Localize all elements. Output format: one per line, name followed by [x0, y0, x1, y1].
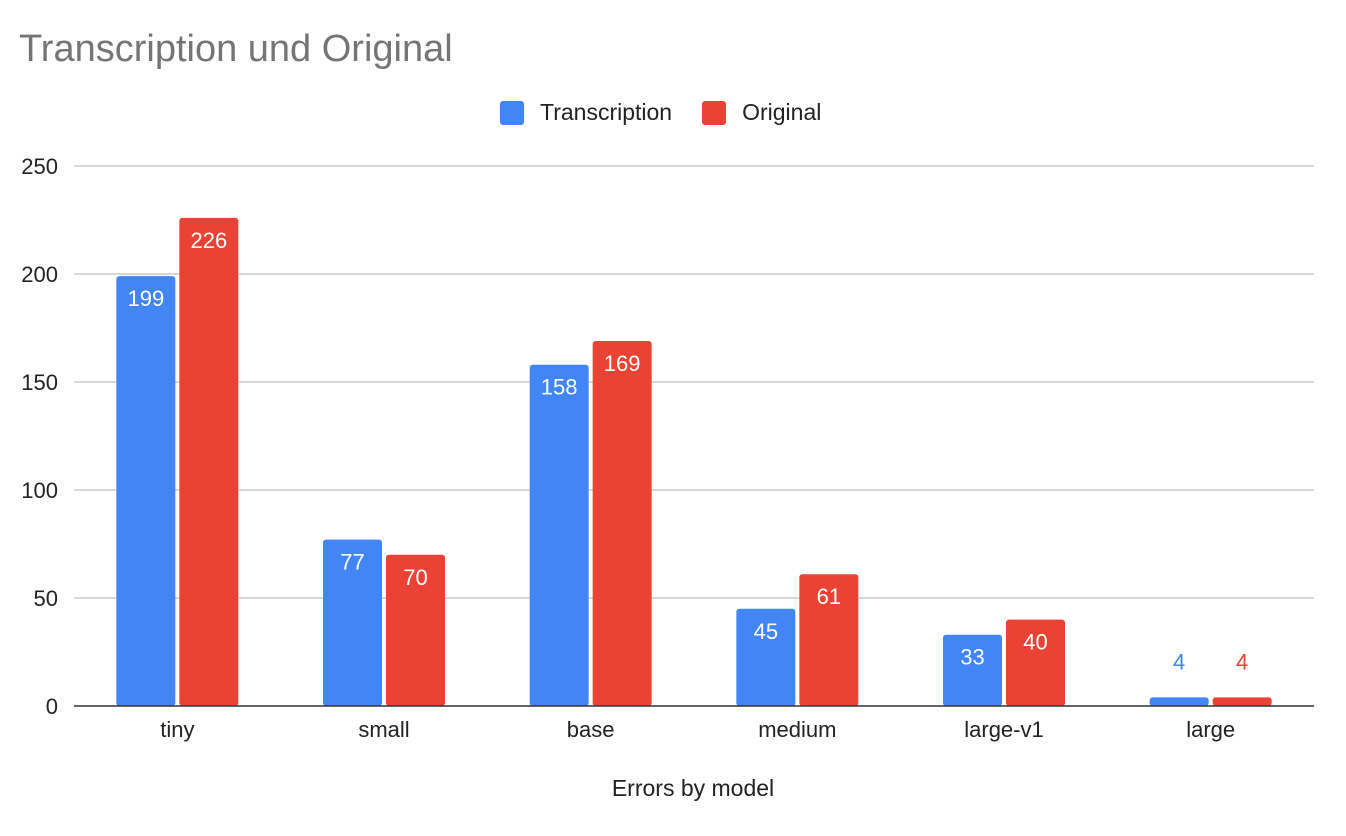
x-tick-label: large-v1 [964, 717, 1043, 742]
x-tick-label: medium [758, 717, 836, 742]
data-label: 33 [960, 645, 984, 670]
bar [799, 574, 859, 706]
data-label: 77 [340, 550, 364, 575]
bar [179, 217, 239, 706]
y-tick-label: 50 [34, 586, 58, 611]
legend-item-transcription: Transcription [500, 99, 672, 126]
bar [1006, 619, 1065, 706]
data-label: 226 [190, 228, 227, 253]
bar [592, 340, 652, 706]
data-label: 4 [1173, 649, 1185, 674]
y-tick-label: 100 [21, 478, 58, 503]
x-axis-title: Errors by model [611, 775, 775, 801]
legend-label-original: Original [742, 99, 822, 125]
data-label: 45 [754, 619, 778, 644]
y-tick-label: 250 [21, 154, 58, 179]
x-tick-label: base [567, 717, 615, 742]
x-tick-label: tiny [160, 717, 194, 742]
legend-label-transcription: Transcription [540, 99, 673, 125]
bar [736, 608, 796, 706]
data-label: 158 [541, 375, 578, 400]
legend-swatch-transcription [500, 100, 524, 125]
data-label: 199 [127, 286, 164, 311]
data-label: 4 [1236, 649, 1248, 674]
y-tick-label: 150 [21, 370, 58, 395]
bar [1212, 697, 1272, 706]
x-tick-label: large [1186, 717, 1235, 742]
x-tick-label: small [358, 717, 409, 742]
bar [1149, 697, 1209, 706]
y-tick-label: 200 [21, 262, 58, 287]
chart-title: Transcription und Original [19, 28, 453, 70]
bar [116, 276, 176, 706]
legend-swatch-original [702, 100, 727, 125]
data-label: 40 [1023, 630, 1047, 655]
data-label: 61 [817, 584, 841, 609]
y-tick-label: 0 [46, 694, 58, 719]
legend-item-original: Original [702, 99, 821, 126]
bar [943, 634, 1002, 706]
data-label: 169 [604, 351, 641, 376]
data-label: 70 [403, 565, 427, 590]
bar [323, 539, 382, 706]
bar [529, 364, 589, 706]
bar [386, 554, 445, 706]
chart-legend: Transcription Original [500, 99, 851, 126]
